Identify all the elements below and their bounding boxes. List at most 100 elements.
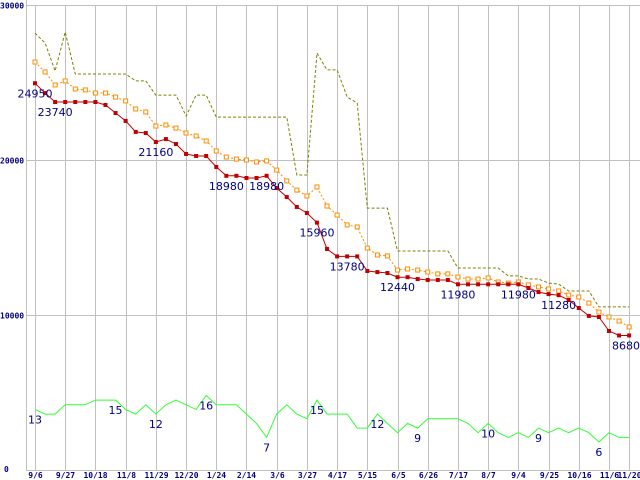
data-point xyxy=(405,275,410,280)
series-average xyxy=(32,59,632,330)
x-tick-label: 10/16 xyxy=(567,471,591,480)
data-point xyxy=(123,98,129,104)
data-point xyxy=(184,151,189,156)
data-label: 6 xyxy=(595,446,602,459)
data-point xyxy=(113,94,119,100)
data-label: 13 xyxy=(28,413,42,426)
data-point xyxy=(163,122,169,128)
data-point xyxy=(203,138,209,144)
y-tick-label: 20000 xyxy=(0,157,24,166)
data-point xyxy=(113,111,118,116)
data-point xyxy=(244,175,249,180)
x-tick-label: 9/4 xyxy=(511,471,526,480)
data-point xyxy=(93,100,98,105)
data-point xyxy=(204,153,209,158)
data-label: 18980 xyxy=(209,180,244,193)
data-point xyxy=(395,275,400,280)
x-tick-label: 6/26 xyxy=(419,471,438,480)
data-point xyxy=(375,270,380,275)
data-point xyxy=(556,288,562,294)
data-point xyxy=(52,82,58,88)
data-point xyxy=(214,164,219,169)
data-point xyxy=(73,100,78,105)
data-point xyxy=(364,245,370,251)
data-point xyxy=(294,204,299,209)
y-tick-label: 30000 xyxy=(0,2,24,11)
data-point xyxy=(445,271,451,277)
data-point xyxy=(314,184,320,190)
data-point xyxy=(486,282,491,287)
data-point xyxy=(103,102,108,107)
data-point xyxy=(425,269,431,275)
data-point xyxy=(163,137,168,142)
data-point xyxy=(284,195,289,200)
x-tick-label: 10/18 xyxy=(83,471,107,480)
y-tick-label: 0 xyxy=(4,465,9,474)
data-label: 7 xyxy=(263,441,270,454)
data-point xyxy=(43,91,48,96)
data-point xyxy=(606,328,611,333)
data-label: 15 xyxy=(310,404,324,417)
x-tick-label: 3/6 xyxy=(270,471,285,480)
data-point xyxy=(223,154,229,160)
data-label: 10 xyxy=(481,427,495,440)
data-point xyxy=(234,173,239,178)
x-tick-label: 11/29 xyxy=(144,471,168,480)
data-point xyxy=(344,222,350,228)
series-count: 13 15 12 16 7 15 12 9 10 9 6 xyxy=(28,394,630,459)
data-point xyxy=(526,286,531,291)
data-point xyxy=(324,203,330,209)
data-point xyxy=(506,282,511,287)
data-label: 9 xyxy=(535,432,542,445)
data-point xyxy=(304,211,309,216)
x-tick-label: 11/8 xyxy=(117,471,136,480)
data-point xyxy=(465,276,471,282)
data-label: 21160 xyxy=(138,146,173,159)
data-point xyxy=(243,157,249,163)
data-point xyxy=(455,274,461,280)
data-point xyxy=(254,159,260,165)
x-tick-label: 6/5 xyxy=(391,471,406,480)
data-point xyxy=(405,266,411,272)
data-point xyxy=(536,284,541,290)
data-point xyxy=(395,267,401,273)
series-upper xyxy=(34,31,630,308)
data-point xyxy=(274,167,280,173)
data-point xyxy=(82,87,88,93)
data-point xyxy=(586,313,591,318)
data-point xyxy=(153,140,158,145)
data-label: 11980 xyxy=(501,288,536,301)
data-point xyxy=(576,294,582,300)
data-label: 8680 xyxy=(612,339,640,352)
data-point xyxy=(354,224,360,230)
data-point xyxy=(546,286,552,292)
data-point xyxy=(476,282,481,287)
data-point xyxy=(455,282,460,287)
data-label: 15 xyxy=(109,404,123,417)
x-tick-label: 12/20 xyxy=(174,471,198,480)
data-label: 16 xyxy=(199,399,213,412)
data-point xyxy=(294,187,300,193)
data-point xyxy=(213,148,219,154)
data-point xyxy=(485,275,491,281)
x-tick-label: 3/27 xyxy=(298,471,317,480)
x-tick-label: 11/6 xyxy=(600,471,619,480)
data-point xyxy=(72,86,78,92)
data-point xyxy=(123,118,128,123)
x-tick-label: 4/17 xyxy=(328,471,347,480)
data-label: 12 xyxy=(149,418,163,431)
data-point xyxy=(435,271,441,277)
data-point xyxy=(194,153,199,158)
data-label: 11980 xyxy=(440,288,475,301)
series-line xyxy=(34,31,630,308)
data-point xyxy=(193,133,199,139)
data-label: 23740 xyxy=(38,106,73,119)
data-point xyxy=(133,106,139,112)
data-point xyxy=(42,69,48,75)
data-point xyxy=(617,333,622,338)
data-point xyxy=(83,100,88,105)
data-point xyxy=(32,59,38,65)
x-tick-label: 11/20 xyxy=(617,471,640,480)
